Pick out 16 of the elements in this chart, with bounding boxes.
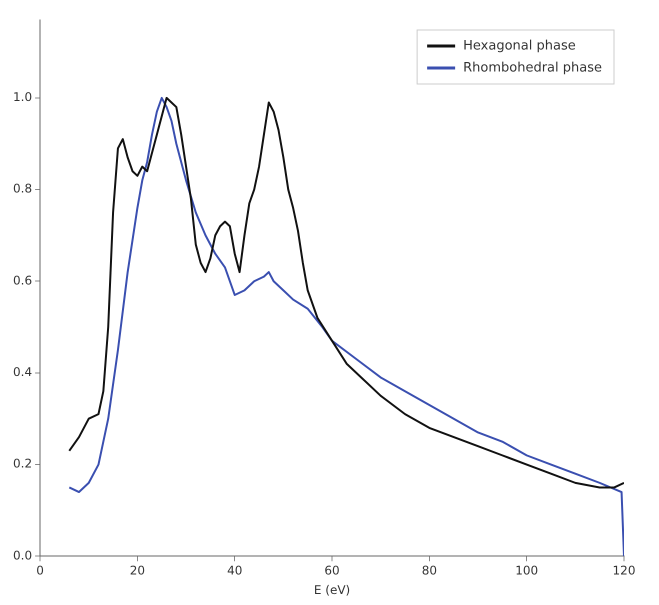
x-axis-title: E (eV) xyxy=(314,582,350,597)
x-tick-label: 60 xyxy=(324,564,340,578)
x-tick-label: 100 xyxy=(515,564,538,578)
legend-label: Rhombohedral phase xyxy=(463,60,602,76)
x-tick-label: 40 xyxy=(227,564,242,578)
y-tick-label: 0.8 xyxy=(12,182,32,196)
legend-label: Hexagonal phase xyxy=(463,38,576,54)
x-tick-label: 120 xyxy=(612,564,636,578)
y-tick-label: 0.6 xyxy=(12,273,32,288)
y-tick-label: 1.0 xyxy=(12,90,32,104)
x-tick-label: 80 xyxy=(422,564,437,578)
y-tick-label: 0.4 xyxy=(12,365,32,380)
x-tick-label: 20 xyxy=(130,564,146,578)
x-tick-label: 0 xyxy=(36,564,44,578)
y-tick-label: 0.0 xyxy=(12,548,32,562)
y-tick-label: 0.2 xyxy=(12,456,32,471)
